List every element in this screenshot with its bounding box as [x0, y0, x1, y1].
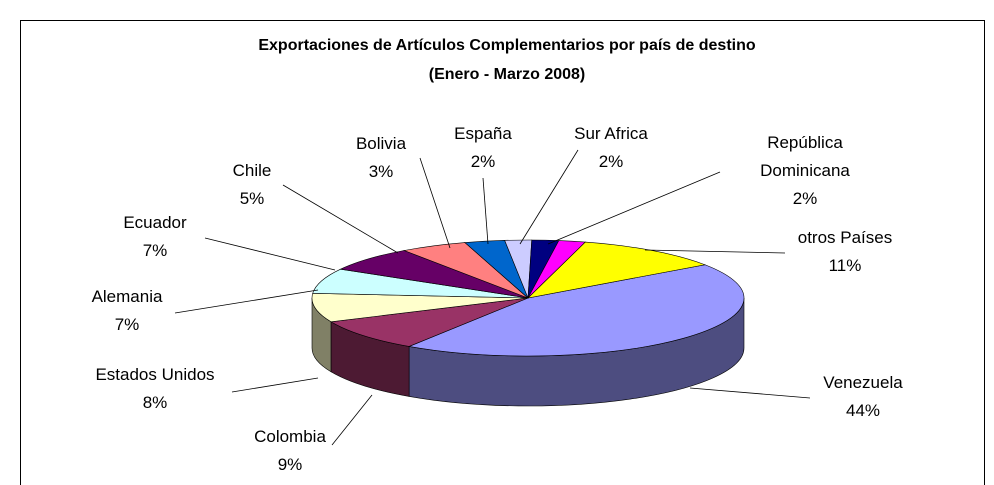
data-label: República Dominicana 2% [740, 129, 870, 213]
data-label: Estados Unidos 8% [90, 361, 220, 417]
value-label: 2% [598, 152, 624, 171]
category-label: Sur Africa [574, 124, 648, 143]
data-label: Ecuador 7% [90, 209, 220, 265]
data-label: Colombia 9% [225, 423, 355, 479]
slice [408, 264, 745, 357]
slice [311, 293, 529, 323]
leader-line [204, 237, 336, 271]
data-label: otros Países 11% [780, 224, 910, 280]
leader-line [644, 249, 786, 254]
leader-line [419, 157, 451, 249]
chart-subtitle: (Enero - Marzo 2008) [429, 66, 585, 83]
value-label: 3% [368, 162, 394, 181]
slice [527, 241, 707, 299]
leader-line [547, 171, 721, 245]
data-label: Venezuela 44% [798, 369, 928, 425]
category-label: otros Países [797, 228, 893, 247]
value-label: 7% [142, 241, 168, 260]
category-label: Chile [232, 161, 272, 180]
leader-line [519, 149, 579, 245]
category-label: Alemania [91, 287, 163, 306]
slice [330, 297, 529, 347]
value-label: 2% [470, 152, 496, 171]
leader-line [689, 387, 811, 399]
data-label: España 2% [418, 120, 548, 176]
value-label: 7% [114, 315, 140, 334]
category-label: Venezuela [823, 373, 903, 392]
leader-line [482, 177, 489, 245]
category-label: República Dominicana [760, 133, 850, 180]
value-label: 8% [142, 393, 168, 412]
data-label: Chile 5% [187, 157, 317, 213]
leader-line [282, 184, 399, 254]
leader-line [174, 289, 319, 314]
category-label: Ecuador [123, 213, 187, 232]
chart-title: Exportaciones de Artículos Complementari… [258, 37, 756, 54]
category-label: Estados Unidos [95, 365, 215, 384]
category-label: España [454, 124, 512, 143]
data-label: Sur Africa 2% [546, 120, 676, 176]
value-label: 5% [239, 189, 265, 208]
value-label: 44% [845, 401, 881, 420]
value-label: 9% [277, 455, 303, 474]
data-label: Bolivia 3% [316, 130, 446, 186]
category-label: Colombia [254, 427, 326, 446]
category-label: Bolivia [355, 134, 407, 153]
value-label: 2% [792, 189, 818, 208]
value-label: 11% [828, 256, 862, 275]
leader-line [231, 377, 319, 393]
leader-line [331, 394, 373, 446]
data-label: Alemania 7% [62, 283, 192, 339]
